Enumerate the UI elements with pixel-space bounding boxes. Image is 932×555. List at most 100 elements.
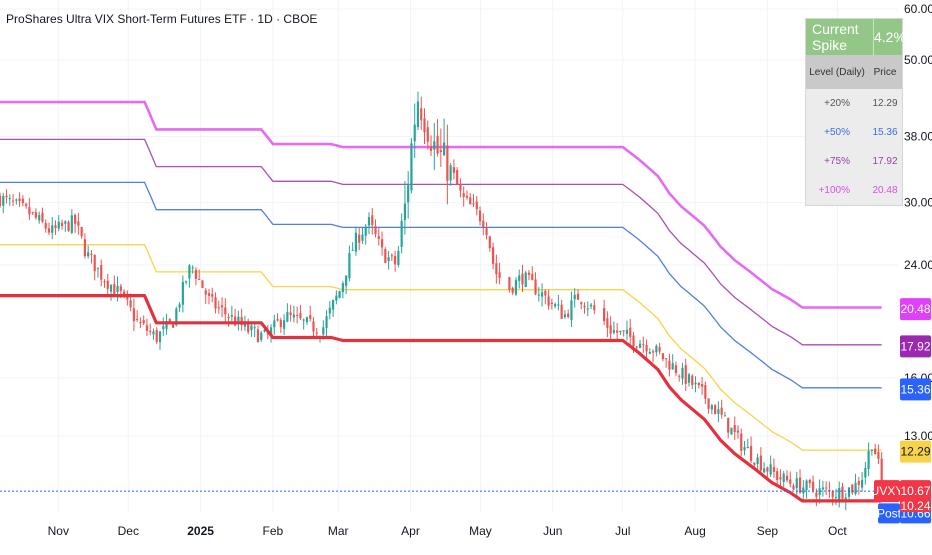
svg-text:10.24: 10.24	[900, 499, 930, 513]
candle	[498, 262, 501, 285]
candle	[772, 458, 776, 479]
candle	[717, 401, 720, 423]
candle	[410, 138, 413, 194]
candle	[802, 480, 805, 500]
time-axis[interactable]: Nov Dec 2025 Feb Mar Apr May Jun Jul Aug Sep Oct	[48, 524, 848, 538]
x-tick-label: Mar	[328, 524, 349, 538]
candle	[145, 318, 149, 337]
candle	[629, 318, 632, 347]
candle	[769, 455, 772, 477]
candle	[710, 403, 713, 415]
candle	[475, 195, 478, 216]
candle	[201, 280, 204, 289]
candle	[736, 425, 740, 439]
candle	[452, 159, 455, 180]
candle	[44, 219, 47, 233]
candle	[371, 207, 374, 235]
candle	[860, 472, 864, 492]
candle	[508, 276, 511, 293]
candle	[798, 469, 802, 494]
candle	[103, 279, 106, 288]
candle	[214, 292, 217, 314]
candle	[70, 209, 73, 235]
candle	[828, 481, 831, 498]
candle	[681, 362, 684, 385]
level-line-20	[0, 244, 882, 451]
candle	[433, 122, 436, 171]
candle	[857, 476, 860, 495]
candle	[580, 301, 583, 310]
candle	[469, 193, 472, 205]
candle	[227, 313, 230, 327]
candle	[247, 318, 250, 335]
candle	[527, 270, 531, 281]
candle	[665, 357, 668, 368]
candle	[77, 212, 80, 235]
candle	[207, 288, 211, 305]
candle	[361, 226, 364, 244]
candle	[586, 301, 589, 317]
candle	[870, 449, 873, 456]
candle	[795, 471, 798, 497]
candle	[720, 399, 723, 419]
spike-row-level: +20%	[824, 98, 850, 109]
spike-row-50: +50% 15.36	[806, 118, 902, 147]
candle	[723, 411, 727, 417]
candle	[296, 306, 299, 324]
candle	[181, 275, 184, 313]
candle	[2, 192, 5, 214]
candle	[335, 290, 338, 305]
candle	[691, 374, 694, 390]
candle	[514, 277, 518, 296]
y-tick-label: 50.00	[904, 53, 932, 67]
svg-text:10.67: 10.67	[900, 484, 930, 498]
candle	[250, 322, 253, 337]
candle	[576, 289, 580, 300]
candle	[15, 198, 18, 205]
candle	[727, 417, 730, 439]
candle	[132, 298, 135, 331]
candle	[237, 310, 240, 331]
candle	[136, 310, 139, 322]
current-spike-value: 4.2%	[873, 19, 906, 55]
candle	[651, 349, 655, 363]
candle	[292, 305, 295, 323]
candle	[518, 269, 521, 289]
candle	[25, 202, 28, 209]
candle	[224, 298, 227, 324]
support-level-line	[0, 294, 882, 503]
y-tick-label: 13.00	[904, 429, 932, 443]
candle	[407, 171, 410, 219]
candle	[21, 195, 24, 207]
candle	[472, 194, 475, 208]
spike-row-level: +100%	[818, 185, 850, 196]
candle	[299, 304, 302, 321]
candle	[57, 215, 60, 232]
candle	[449, 163, 452, 186]
candle	[273, 314, 276, 335]
candle	[811, 475, 815, 493]
candle	[687, 372, 691, 387]
candle	[152, 328, 155, 340]
candle	[54, 220, 57, 235]
column-level-header: Level (Daily)	[809, 66, 865, 78]
candle	[567, 309, 570, 319]
candle	[495, 254, 498, 284]
candle	[116, 276, 119, 302]
candle	[420, 96, 423, 130]
candle	[436, 119, 439, 157]
candle	[331, 299, 335, 317]
candle	[302, 318, 305, 330]
candle	[109, 284, 113, 301]
spike-table-columns: Level (Daily) Price	[806, 55, 902, 89]
candle	[276, 313, 279, 322]
candle	[743, 440, 746, 456]
candle	[805, 479, 808, 499]
candle	[877, 444, 880, 464]
candle	[694, 376, 697, 393]
candle	[149, 323, 152, 336]
candle	[312, 316, 315, 338]
